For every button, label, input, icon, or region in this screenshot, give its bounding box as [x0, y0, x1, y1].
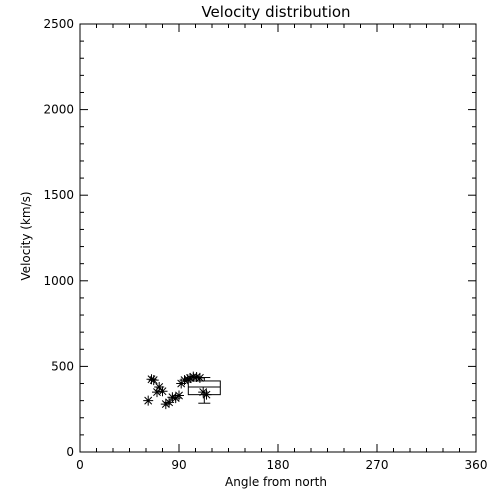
x-tick-label: 180 [267, 458, 290, 472]
y-tick-label: 0 [66, 445, 74, 459]
data-point-asterisk [174, 390, 184, 401]
data-point-asterisk [148, 375, 159, 386]
x-tick-label: 360 [465, 458, 488, 472]
data-point-asterisk [201, 389, 212, 400]
data-point-asterisk [164, 397, 175, 408]
data-point-asterisk [167, 392, 178, 403]
y-axis-title: Velocity (km/s) [19, 191, 33, 280]
data-point-asterisk [170, 393, 181, 404]
x-tick-label: 270 [366, 458, 389, 472]
data-point-asterisk [191, 372, 202, 383]
data-point-asterisk [157, 386, 168, 397]
x-tick-label: 90 [171, 458, 186, 472]
data-point-asterisk [194, 372, 205, 383]
data-point-asterisk [154, 381, 165, 392]
data-point-asterisk [179, 375, 190, 386]
y-tick-label: 1500 [43, 188, 74, 202]
data-point-asterisk [160, 399, 171, 410]
x-axis-title: Angle from north [225, 475, 327, 489]
data-point-asterisk [152, 387, 162, 398]
chart-title: Velocity distribution [201, 3, 350, 21]
data-point-asterisk [198, 387, 209, 398]
y-tick-label: 2500 [43, 17, 74, 31]
data-point-asterisk [185, 373, 195, 384]
y-tick-label: 1000 [43, 274, 74, 288]
y-tick-label: 2000 [43, 103, 74, 117]
data-point-asterisk [182, 374, 193, 385]
data-point-asterisk [146, 374, 157, 385]
y-tick-label: 500 [51, 359, 74, 373]
x-tick-label: 0 [76, 458, 84, 472]
data-point-asterisk [143, 395, 154, 406]
